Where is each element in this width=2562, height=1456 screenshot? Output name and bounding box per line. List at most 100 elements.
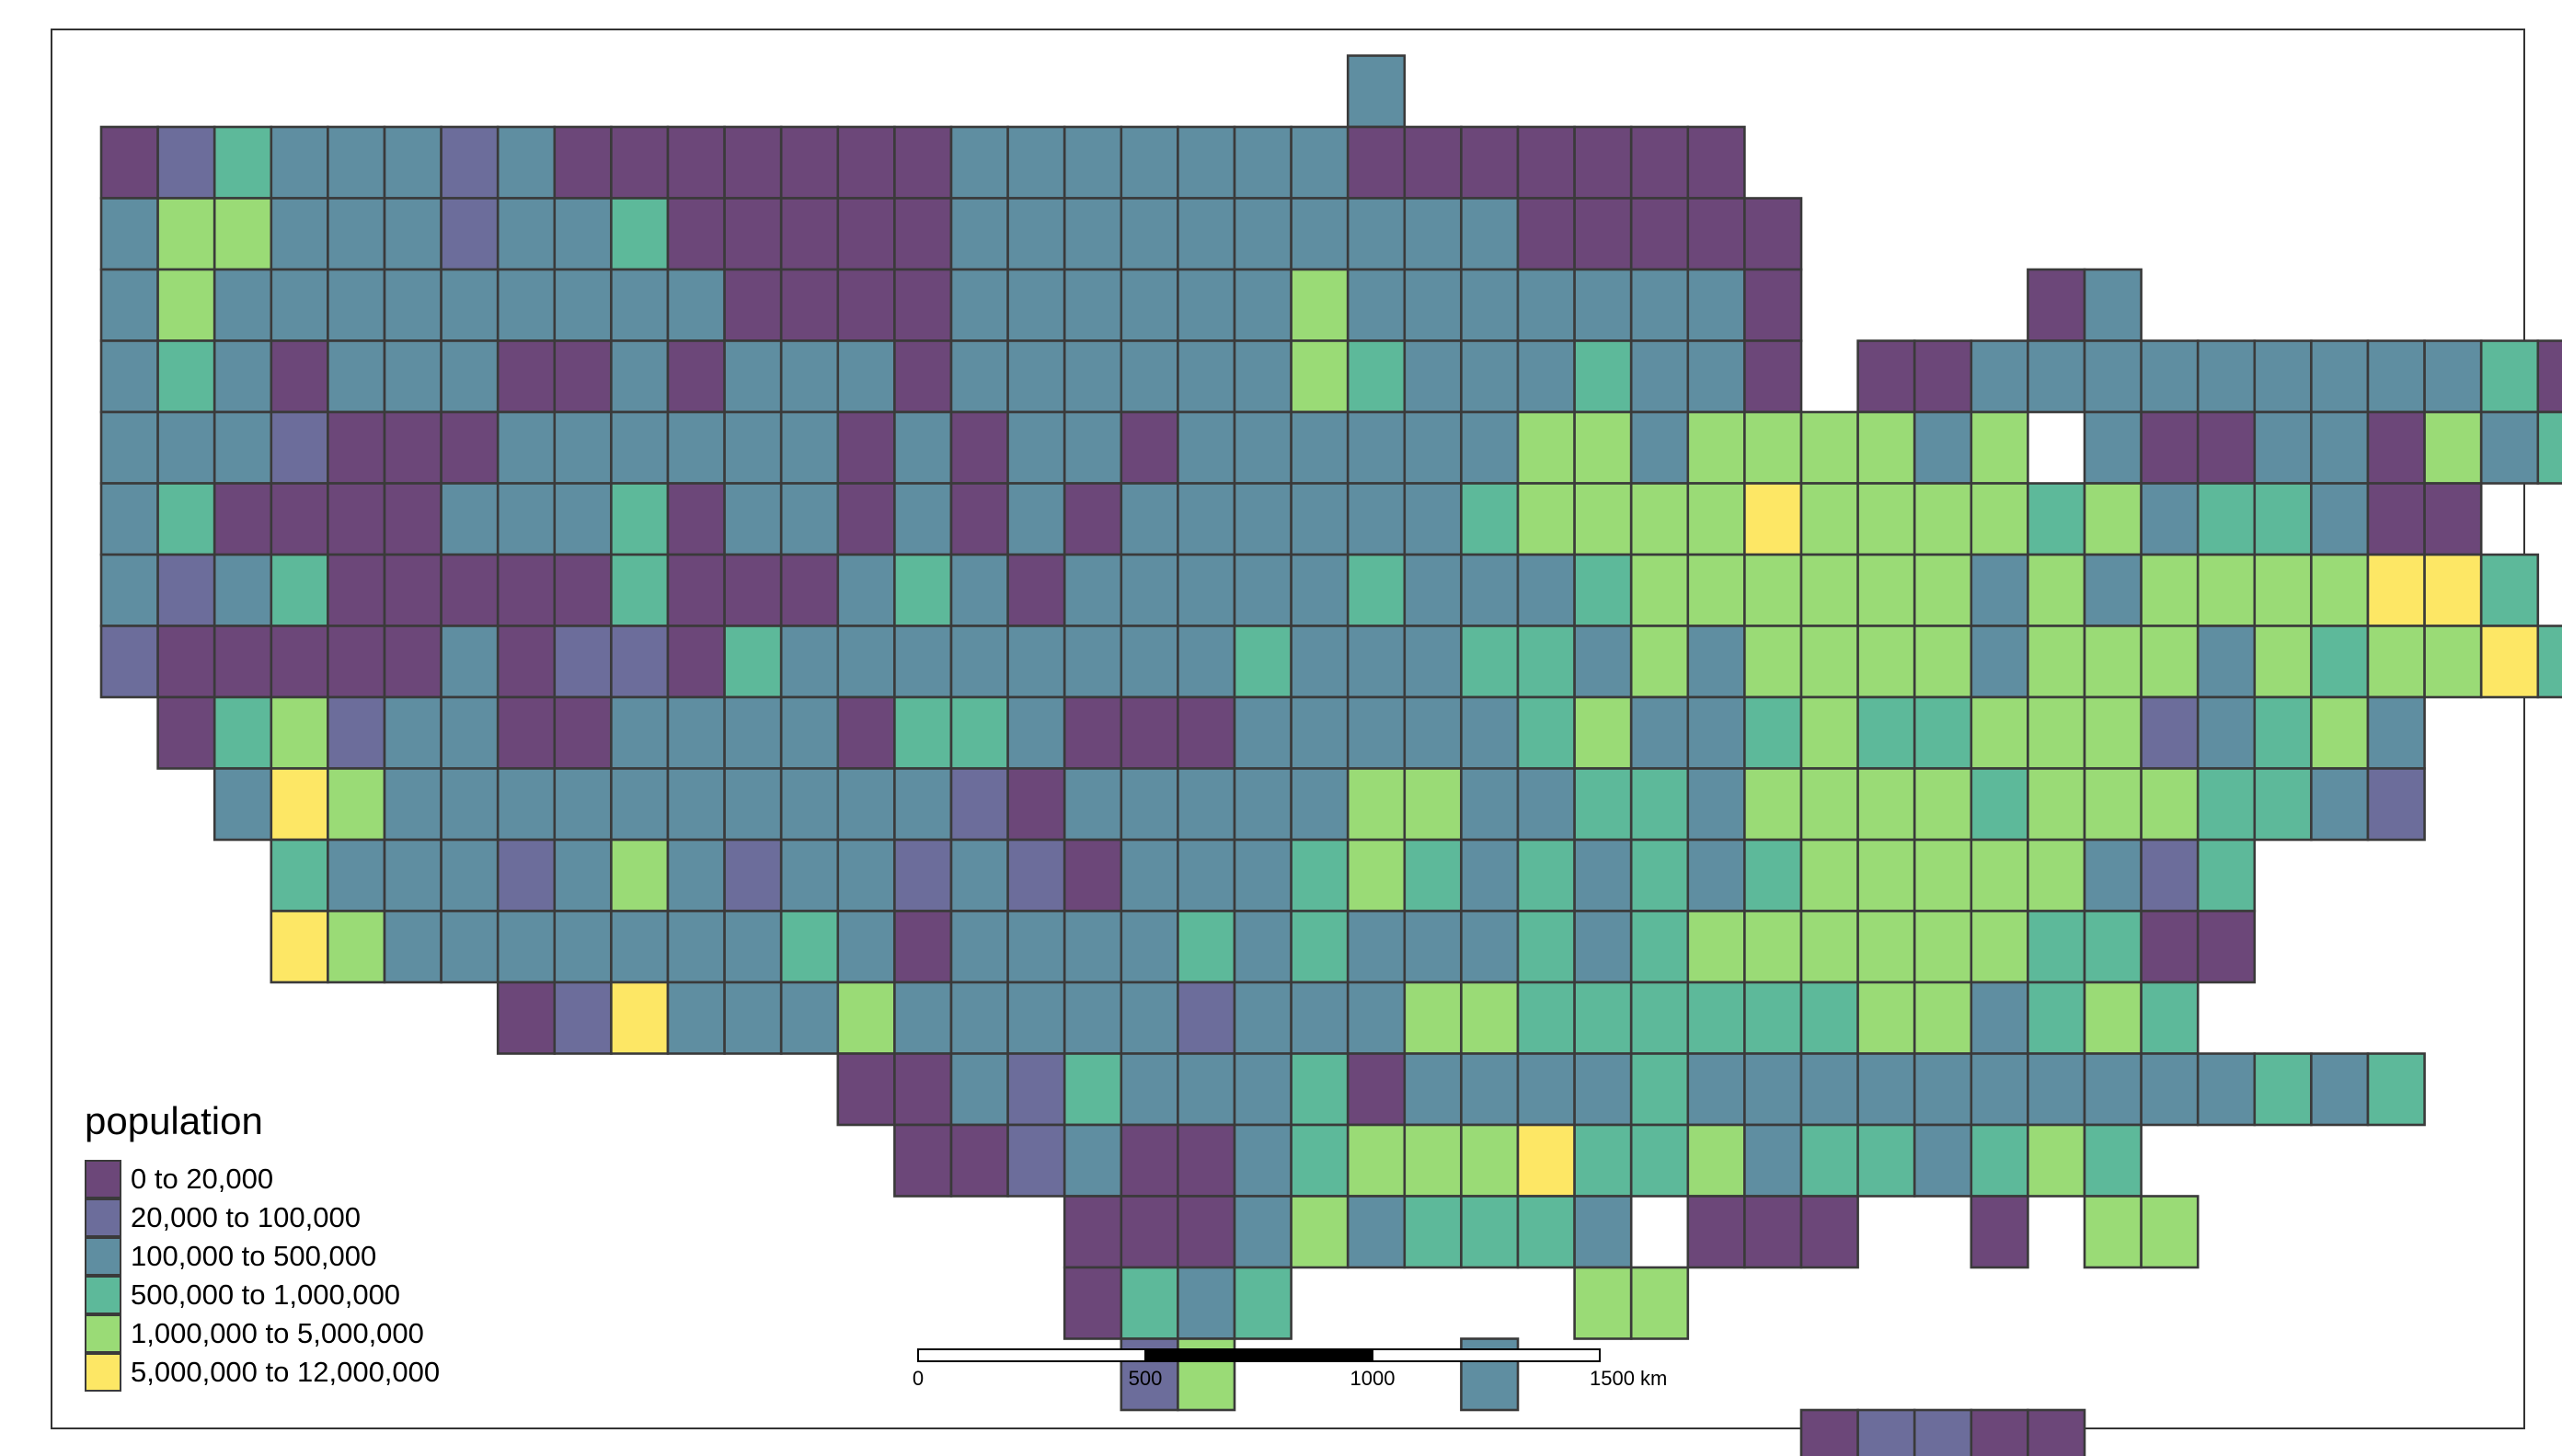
grid-cell [1970, 410, 2029, 485]
grid-cell [2027, 339, 2086, 414]
grid-cell [2083, 268, 2143, 342]
grid-cell [1743, 1195, 1803, 1269]
grid-cell [779, 268, 840, 342]
legend-swatch [85, 1276, 121, 1314]
grid-cell [1233, 838, 1292, 912]
grid-cell [1799, 1195, 1859, 1269]
grid-cell [213, 197, 273, 271]
grid-cell [2366, 410, 2426, 485]
grid-cell [553, 197, 613, 271]
scale-bar: 0 500 1000 1500 km [913, 1348, 1667, 1390]
grid-cell [1290, 1052, 1350, 1127]
grid-cell [1120, 1266, 1179, 1340]
grid-cell [1856, 482, 1916, 556]
grid-cell [1516, 625, 1576, 699]
grid-cell [1460, 767, 1520, 842]
grid-cell [2366, 482, 2426, 556]
grid-cell [383, 482, 442, 556]
grid-cell [1177, 197, 1236, 271]
grid-cell [99, 268, 159, 342]
grid-cell [1573, 268, 1633, 342]
grid-cell [1290, 980, 1350, 1055]
grid-cell [2310, 625, 2370, 699]
grid-cell [1346, 553, 1407, 627]
grid-cell [1290, 695, 1350, 770]
grid-cell [1686, 1123, 1746, 1198]
grid-cell [1460, 625, 1520, 699]
grid-cell [1970, 910, 2029, 984]
grid-cell [779, 553, 840, 627]
grid-cell [666, 980, 726, 1055]
grid-cell [610, 339, 670, 414]
grid-cell [1177, 767, 1236, 842]
grid-cell [1233, 980, 1292, 1055]
grid-cell [2027, 553, 2086, 627]
grid-cell [383, 553, 442, 627]
grid-cell [1120, 910, 1179, 984]
legend-item: 0 to 20,000 [85, 1160, 440, 1198]
grid-cell [213, 553, 273, 627]
grid-cell [2196, 838, 2257, 912]
grid-cell [496, 482, 557, 556]
grid-cell [1233, 1052, 1292, 1127]
grid-cell [1573, 1123, 1633, 1198]
grid-cell [553, 910, 613, 984]
grid-cell [2479, 553, 2540, 627]
grid-cell [949, 695, 1009, 770]
grid-cell [496, 980, 557, 1055]
grid-cell [723, 553, 783, 627]
grid-cell [2027, 910, 2086, 984]
grid-cell [2140, 339, 2200, 414]
grid-cell [553, 695, 613, 770]
grid-cell [1403, 980, 1463, 1055]
grid-cell [2196, 625, 2257, 699]
grid-cell [1233, 482, 1292, 556]
grid-cell [1799, 410, 1859, 485]
grid-cell [1629, 482, 1690, 556]
grid-cell [666, 838, 726, 912]
scale-tick-500: 500 [1129, 1367, 1163, 1390]
grid-cell [1290, 1123, 1350, 1198]
grid-cell [1233, 125, 1292, 200]
grid-cell [1516, 482, 1576, 556]
grid-cell [553, 268, 613, 342]
grid-cell [2310, 1052, 2370, 1127]
grid-cell [1120, 410, 1179, 485]
grid-cell [99, 553, 159, 627]
grid-cell [1460, 1123, 1520, 1198]
grid-cell [723, 980, 783, 1055]
grid-cell [1799, 625, 1859, 699]
grid-cell [553, 980, 613, 1055]
grid-cell [1346, 197, 1407, 271]
grid-cell [1856, 339, 1916, 414]
grid-cell [1970, 339, 2029, 414]
grid-cell [893, 482, 953, 556]
grid-cell [1460, 910, 1520, 984]
grid-cell [1460, 482, 1520, 556]
grid-cell [779, 980, 840, 1055]
grid-cell [1403, 910, 1463, 984]
legend-label: 20,000 to 100,000 [131, 1201, 361, 1233]
legend-swatch [85, 1314, 121, 1353]
grid-cell [1516, 1052, 1576, 1127]
grid-cell [1177, 410, 1236, 485]
grid-cell [1970, 1123, 2029, 1198]
grid-cell [2027, 1408, 2086, 1456]
grid-cell [836, 553, 896, 627]
grid-cell [1460, 838, 1520, 912]
grid-cell [1346, 625, 1407, 699]
grid-cell [1686, 339, 1746, 414]
grid-cell [1346, 125, 1407, 200]
grid-cell [270, 125, 329, 200]
grid-cell [496, 268, 557, 342]
grid-cell [1799, 1123, 1859, 1198]
grid-cell [1856, 410, 1916, 485]
grid-cell [1346, 695, 1407, 770]
grid-cell [1629, 625, 1690, 699]
grid-cell [1006, 767, 1066, 842]
grid-cell [1233, 339, 1292, 414]
grid-cell [1856, 1408, 1916, 1456]
legend-item: 20,000 to 100,000 [85, 1198, 440, 1237]
grid-cell [1460, 197, 1520, 271]
legend-swatch [85, 1198, 121, 1237]
